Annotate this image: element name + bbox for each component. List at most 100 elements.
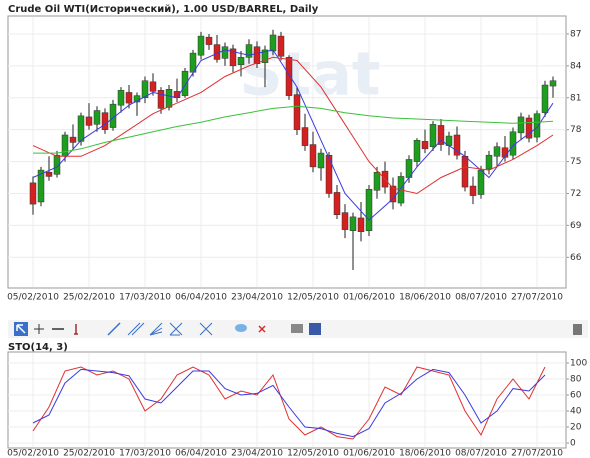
candle-body: [237, 57, 245, 66]
toolbar: [8, 320, 588, 338]
series-line: [32, 368, 546, 438]
stoch-layer: 0 20 40 60 80 100 05/02/2010 25/02/2010 17/03/20…: [7, 353, 587, 458]
candle-body: [293, 94, 301, 130]
y-tick-label: 84: [570, 61, 582, 71]
candle-body: [341, 212, 349, 230]
y-tick-label: 66: [570, 253, 582, 263]
candle-body: [165, 89, 173, 108]
candle-body: [317, 152, 325, 169]
x-tick-label: 25/02/2010: [63, 449, 115, 458]
candle-body: [533, 113, 541, 138]
tool-save[interactable]: [309, 323, 321, 335]
candle-body: [325, 154, 333, 194]
candle-body: [453, 134, 461, 156]
candle-body: [93, 110, 101, 125]
candle-body: [157, 90, 165, 109]
price-layer: 66 69 72 75 78 81 84 87 05/02/2010 25/02/2010 17/0…: [7, 17, 582, 303]
y-tick-label: 20: [570, 423, 582, 433]
price-panel: [7, 15, 567, 289]
series-line: [32, 49, 554, 221]
candle-body: [413, 140, 421, 162]
tool-delete[interactable]: [258, 325, 266, 333]
x-tick-label: 23/04/2010: [231, 293, 283, 303]
candle-body: [429, 124, 437, 147]
candle-body: [541, 84, 549, 113]
candle-body: [149, 81, 157, 92]
tool-vline[interactable]: [74, 324, 78, 335]
x-tick-label: 01/06/2010: [343, 449, 395, 458]
candle-body: [101, 112, 109, 130]
chart-title: Crude Oil WTI(Исторический), 1.00 USD/BA…: [8, 4, 319, 15]
candle-body: [181, 70, 189, 96]
candle-body: [261, 49, 269, 63]
y-tick-label: 78: [570, 125, 582, 135]
candle-body: [69, 136, 77, 143]
series-line: [32, 56, 554, 195]
candle-body: [205, 36, 213, 45]
y-tick-label: 80: [570, 375, 582, 385]
x-tick-label: 05/02/2010: [7, 293, 59, 303]
series-line: [33, 105, 554, 154]
candle-body: [421, 141, 429, 150]
x-tick-label: 27/07/2010: [511, 293, 563, 303]
candle-body: [85, 116, 93, 126]
x-tick-label: 18/06/2010: [399, 449, 451, 458]
x-tick-label: 08/07/2010: [455, 293, 507, 303]
tool-comment[interactable]: [235, 324, 247, 332]
tool-channel[interactable]: [127, 322, 145, 336]
candle-body: [517, 116, 525, 134]
candle-body: [277, 35, 285, 57]
candle-body: [477, 169, 485, 195]
y-tick-label: 40: [570, 407, 582, 417]
candle-body: [45, 171, 53, 177]
candle-body: [493, 146, 501, 157]
candle-body: [461, 156, 469, 188]
y-tick-label: 87: [570, 29, 581, 39]
y-tick-label: 72: [570, 189, 581, 199]
candle-body: [357, 217, 365, 233]
tool-gann[interactable]: [169, 322, 183, 336]
candle-body: [309, 144, 317, 168]
tool-trend[interactable]: [107, 322, 121, 336]
candle-body: [141, 80, 149, 99]
candle-body: [285, 57, 293, 96]
candle-body: [373, 171, 381, 191]
tool-cross-lines[interactable]: [199, 322, 213, 336]
candle-body: [245, 44, 253, 58]
x-tick-label: 17/03/2010: [119, 449, 171, 458]
tool-print[interactable]: [291, 324, 303, 333]
candle-body: [29, 182, 37, 205]
x-tick-label: 01/06/2010: [343, 293, 395, 303]
tool-fan[interactable]: [149, 322, 163, 336]
x-tick-label: 23/04/2010: [231, 449, 283, 458]
x-tick-label: 18/06/2010: [399, 293, 451, 303]
y-tick-label: 81: [570, 93, 581, 103]
x-tick-label: 17/03/2010: [119, 293, 171, 303]
candle-body: [269, 34, 277, 52]
x-tick-label: 08/07/2010: [455, 449, 507, 458]
y-tick-label: 0: [570, 439, 576, 449]
candle-body: [221, 46, 229, 59]
candle-body: [61, 134, 69, 157]
candle-body: [365, 188, 373, 231]
tool-cross[interactable]: [34, 324, 44, 334]
x-tick-label: 12/05/2010: [287, 449, 339, 458]
candle-body: [229, 48, 237, 67]
y-tick-label: 75: [570, 157, 581, 167]
indicator-title: STO(14, 3): [8, 342, 68, 353]
candle-body: [485, 154, 493, 170]
candle-body: [117, 90, 125, 106]
tool-trash[interactable]: [573, 324, 582, 335]
candle-body: [77, 115, 85, 142]
pointer-icon: [16, 324, 26, 334]
candle-body: [437, 125, 445, 145]
y-tick-label: 60: [570, 391, 582, 401]
candle-body: [301, 127, 309, 146]
candle-body: [125, 92, 133, 104]
candle-body: [37, 169, 45, 203]
candle-body: [525, 117, 533, 139]
x-tick-label: 25/02/2010: [63, 293, 115, 303]
candle-body: [549, 80, 557, 87]
